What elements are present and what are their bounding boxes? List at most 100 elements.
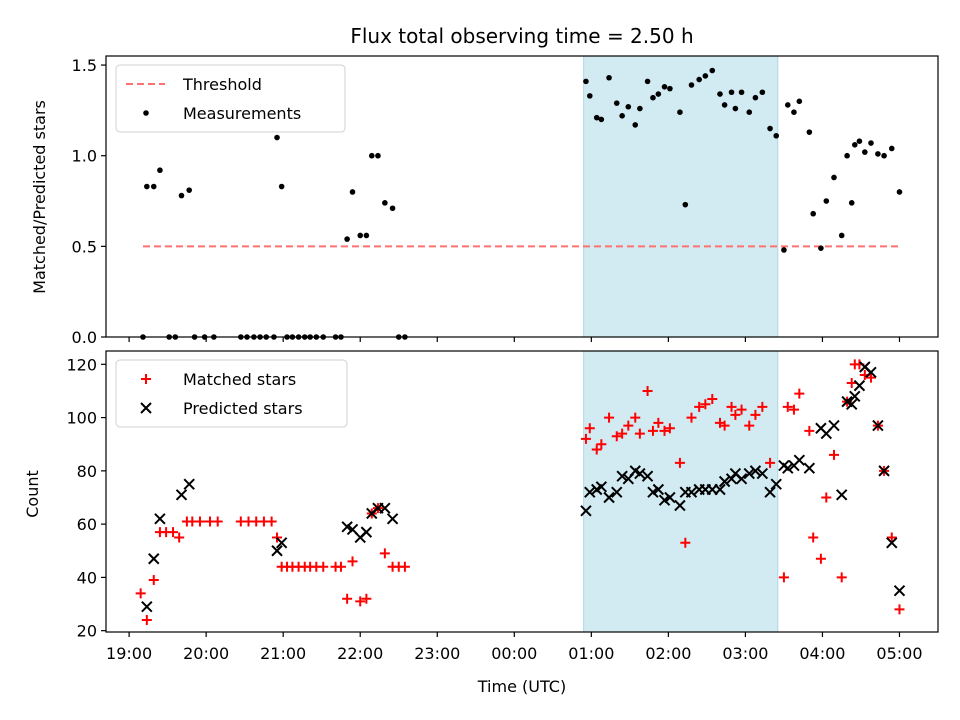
- measurement-point: [823, 198, 830, 204]
- bottom-x-tick-label: 00:00: [491, 644, 537, 663]
- matched-star-point: [335, 561, 346, 572]
- measurement-point: [650, 94, 656, 101]
- matched-star-point: [829, 449, 839, 460]
- measurement-point: [583, 78, 589, 85]
- predicted-star-point: [756, 467, 769, 480]
- predicted-star-point: [674, 499, 686, 512]
- measurement-point: [721, 102, 728, 108]
- predicted-star-point: [664, 491, 676, 504]
- matched-star-point: [730, 409, 741, 420]
- top-legend-box: [115, 64, 346, 133]
- matched-star-point: [266, 516, 277, 527]
- matched-star-point: [744, 420, 755, 431]
- measurement-point: [619, 113, 625, 119]
- matched-star-point: [141, 615, 152, 626]
- measurement-point: [606, 74, 612, 81]
- predicted-star-point: [685, 486, 698, 498]
- measurement-point: [150, 183, 157, 190]
- measurement-point: [773, 132, 780, 139]
- measurement-point: [781, 247, 787, 253]
- matched-star-point: [623, 420, 634, 431]
- matched-star-point: [617, 428, 628, 439]
- matched-star-point: [726, 401, 737, 412]
- measurement-point: [875, 151, 881, 157]
- predicted-star-point: [849, 390, 861, 402]
- measurement-point: [844, 152, 850, 159]
- bottom-series-predicted-stars: [141, 361, 906, 613]
- measurement-point: [888, 145, 895, 152]
- top-legend-label: Threshold: [182, 75, 262, 94]
- measurement-point: [389, 205, 396, 212]
- bottom-x-tick-label: 05:00: [876, 644, 922, 663]
- bottom-y-tick-label: 120: [66, 355, 97, 374]
- bottom-x-tick-label: 02:00: [645, 644, 691, 663]
- matched-star-point: [804, 425, 815, 436]
- matched-star-point: [680, 537, 691, 548]
- predicted-star-point: [793, 454, 806, 466]
- measurement-point: [682, 201, 689, 208]
- predicted-star-point: [865, 366, 877, 379]
- measurement-point: [796, 98, 803, 105]
- matched-star-point: [642, 385, 653, 396]
- predicted-star-point: [141, 600, 153, 613]
- matched-star-point: [894, 604, 905, 615]
- measurement-point: [363, 232, 370, 239]
- measurement-point: [717, 91, 723, 97]
- matched-star-point: [379, 548, 390, 559]
- measurement-point: [862, 149, 868, 155]
- predicted-star-point: [148, 553, 160, 565]
- measurement-point: [278, 183, 285, 190]
- matched-star-point: [212, 516, 223, 527]
- measurement-point: [759, 89, 766, 96]
- predicted-star-point: [828, 419, 840, 432]
- predicted-star-point: [379, 502, 391, 514]
- predicted-star-point: [835, 489, 848, 501]
- matched-star-point: [765, 457, 776, 468]
- matched-star-point: [135, 588, 146, 599]
- matched-star-point: [347, 556, 358, 567]
- x-axis-label: Time (UTC): [477, 677, 566, 696]
- measurement-point: [357, 232, 364, 239]
- matched-star-point: [815, 553, 826, 564]
- bottom-legend: Matched stars Predicted stars: [115, 359, 348, 428]
- bottom-x-tick-label: 22:00: [337, 644, 383, 663]
- predicted-star-point: [634, 467, 646, 480]
- matched-star-point: [584, 423, 595, 434]
- bottom-y-tick-label: 80: [77, 462, 97, 481]
- bottom-legend-label: Predicted stars: [183, 399, 303, 418]
- matched-star-point: [399, 561, 410, 572]
- predicted-star-point: [893, 585, 906, 597]
- measurement-point: [632, 122, 639, 128]
- matched-star-point: [821, 492, 832, 503]
- bottom-plot-panel: 20 40 60 80 100 120 19:00 20:00 21:00 22:00 23:00 0…: [66, 350, 939, 663]
- predicted-star-point: [770, 478, 782, 490]
- predicted-star-point: [183, 478, 195, 490]
- predicted-star-point: [154, 513, 166, 525]
- measurement-point: [709, 67, 716, 74]
- matched-star-point: [148, 575, 159, 586]
- predicted-star-point: [735, 473, 748, 485]
- measurement-point: [598, 116, 605, 123]
- measurement-point: [848, 200, 855, 206]
- measurement-point: [767, 125, 773, 132]
- matched-star-point: [168, 527, 179, 538]
- matched-star-point: [664, 423, 675, 434]
- legend-matched-swatch: [141, 374, 151, 384]
- measurement-point: [702, 73, 709, 79]
- predicted-star-point: [749, 465, 762, 477]
- bottom-x-tick-label: 23:00: [414, 644, 460, 663]
- matched-star-point: [736, 404, 747, 415]
- measurement-point: [368, 152, 375, 159]
- predicted-star-point: [764, 486, 776, 498]
- measurement-point: [382, 200, 388, 206]
- measurement-point: [677, 109, 683, 115]
- top-y-tick-label: 0.0: [72, 328, 97, 347]
- predicted-star-point: [718, 475, 731, 488]
- bottom-legend-label: Matched stars: [183, 370, 296, 389]
- predicted-star-point: [782, 462, 794, 474]
- measurement-point: [784, 102, 791, 108]
- bottom-x-tick-label: 03:00: [722, 644, 768, 663]
- bottom-y-tick-label: 20: [77, 622, 97, 641]
- measurement-point: [688, 82, 695, 88]
- bottom-y-tick-label: 40: [77, 568, 97, 587]
